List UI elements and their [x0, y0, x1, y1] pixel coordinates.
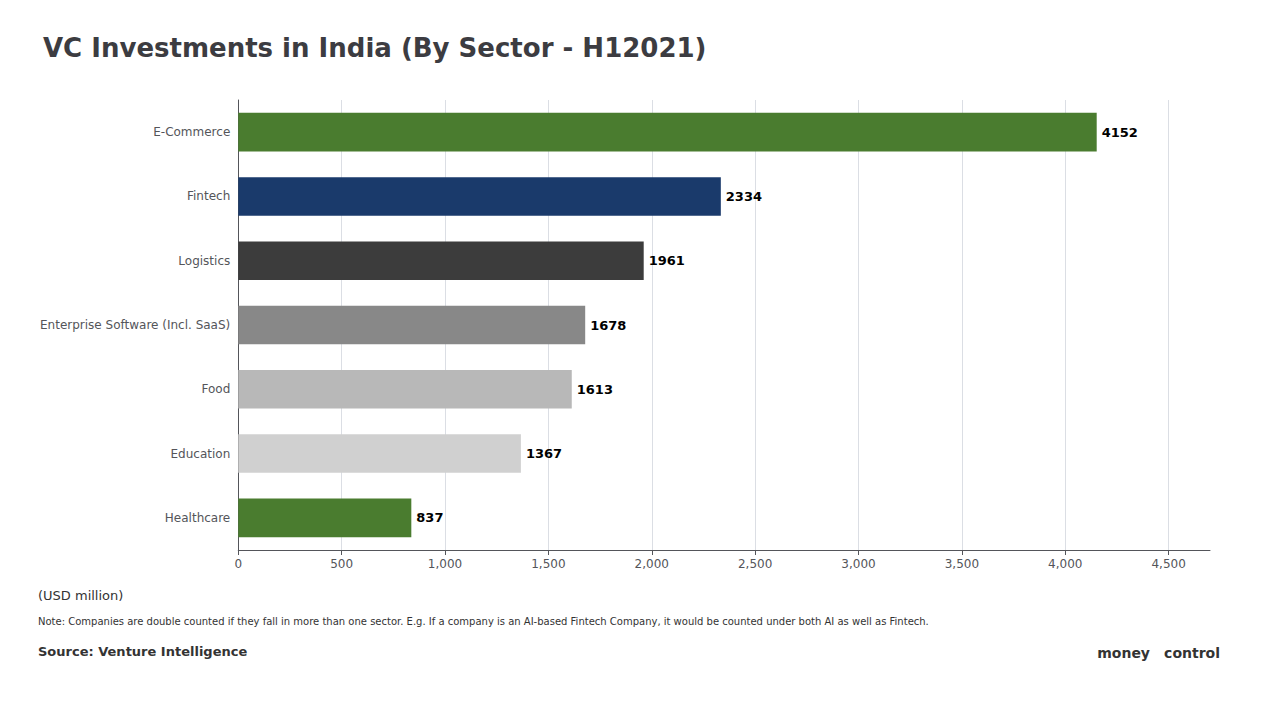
svg-text:3,000: 3,000: [841, 557, 875, 571]
svg-text:(USD million): (USD million): [38, 588, 123, 603]
svg-text:4,000: 4,000: [1048, 557, 1082, 571]
svg-text:4,500: 4,500: [1151, 557, 1185, 571]
svg-text:500: 500: [330, 557, 353, 571]
svg-text:Fintech: Fintech: [187, 189, 230, 203]
svg-text:VC Investments in India (By Se: VC Investments in India (By Sector - H12…: [43, 33, 706, 63]
svg-text:4152: 4152: [1102, 125, 1138, 140]
svg-text:control: control: [1164, 645, 1220, 661]
svg-text:1961: 1961: [649, 253, 685, 268]
svg-text:1678: 1678: [590, 318, 626, 333]
svg-text:1613: 1613: [577, 382, 613, 397]
svg-text:Education: Education: [171, 447, 231, 461]
svg-text:Source: Venture Intelligence: Source: Venture Intelligence: [38, 644, 247, 659]
svg-text:Healthcare: Healthcare: [165, 511, 230, 525]
svg-text:money: money: [1097, 645, 1150, 661]
svg-text:Enterprise Software (Incl. Saa: Enterprise Software (Incl. SaaS): [40, 318, 230, 332]
svg-text:837: 837: [416, 510, 443, 525]
svg-text:0: 0: [234, 557, 242, 571]
svg-text:Logistics: Logistics: [178, 254, 230, 268]
svg-text:2,000: 2,000: [635, 557, 669, 571]
svg-text:1367: 1367: [526, 446, 562, 461]
svg-text:1,000: 1,000: [428, 557, 462, 571]
svg-text:Note: Companies are double cou: Note: Companies are double counted if th…: [38, 616, 929, 627]
svg-text:2,500: 2,500: [738, 557, 772, 571]
svg-text:2334: 2334: [726, 189, 762, 204]
svg-text:Food: Food: [201, 382, 230, 396]
svg-text:1,500: 1,500: [531, 557, 565, 571]
svg-text:3,500: 3,500: [945, 557, 979, 571]
svg-text:E-Commerce: E-Commerce: [153, 125, 230, 139]
